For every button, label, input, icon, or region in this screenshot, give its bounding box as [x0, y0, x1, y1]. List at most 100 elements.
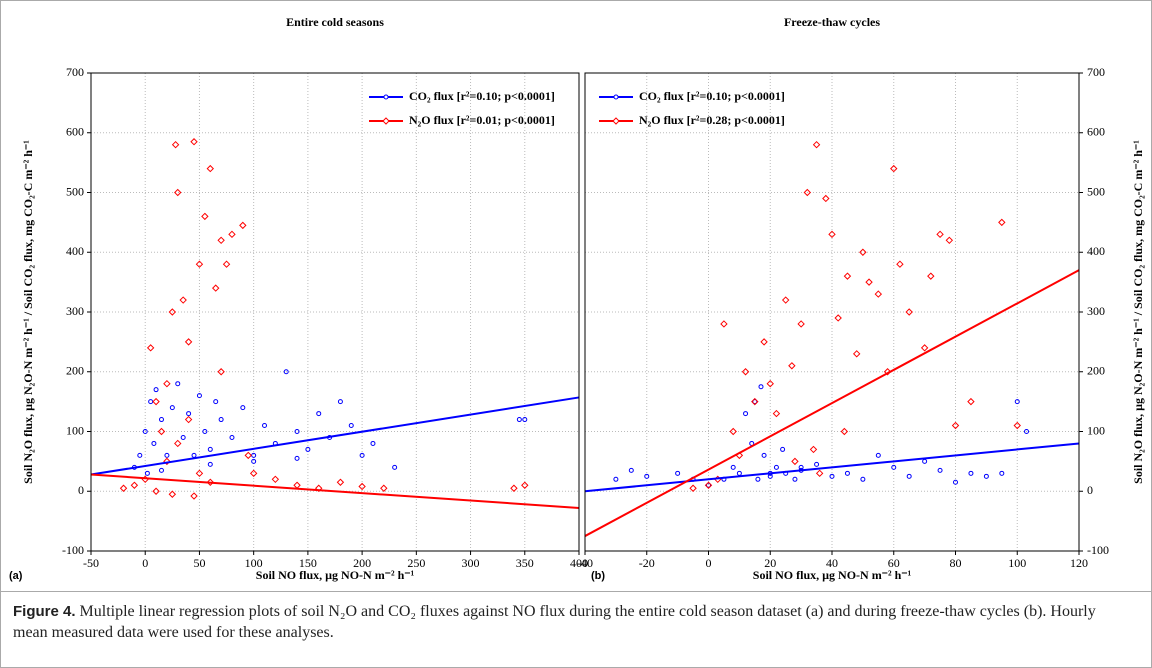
y-tick-label: -100 [62, 543, 84, 557]
point [283, 369, 289, 375]
point [814, 461, 820, 467]
point [251, 458, 257, 464]
y-tick-label: 300 [66, 304, 84, 318]
caption-label: Figure 4. [13, 603, 76, 620]
y-tick-label: 100 [1087, 423, 1105, 437]
point [148, 399, 154, 405]
point [983, 473, 989, 479]
x-tick-label: -50 [83, 556, 99, 570]
point [305, 446, 311, 452]
x-tick-label: 100 [1008, 556, 1026, 570]
point [840, 427, 849, 436]
point [704, 481, 713, 489]
point [190, 138, 198, 146]
y-tick-label: 500 [1087, 184, 1105, 198]
point [758, 384, 764, 390]
x-tick-label: 300 [462, 556, 480, 570]
point [348, 423, 354, 429]
point [628, 467, 634, 473]
legend-label: CO₂ flux [r²=0.10; p<0.0001] [639, 89, 785, 103]
point [743, 411, 749, 417]
point [152, 487, 160, 495]
regression-line [90, 473, 580, 509]
point [760, 338, 768, 346]
x-axis-label: Soil NO flux, µg NO-N m⁻² h⁻¹ [753, 568, 912, 582]
point [720, 320, 728, 328]
point [359, 452, 365, 458]
point [222, 260, 231, 268]
point [809, 445, 818, 454]
point [510, 484, 518, 492]
caption-text: Multiple linear regression plots of soil… [13, 603, 1096, 641]
point [315, 484, 323, 492]
point [689, 484, 697, 492]
point [152, 397, 160, 406]
point [146, 344, 155, 352]
point [828, 230, 836, 239]
y-tick-label: 600 [1087, 125, 1105, 139]
point [859, 248, 867, 256]
point [896, 260, 904, 268]
y-axis-label: Soil N₂O flux, µg N₂O-N m⁻² h⁻¹ / Soil C… [1131, 140, 1145, 484]
legend-marker [612, 117, 620, 125]
point [968, 470, 974, 476]
point [151, 440, 157, 446]
point [336, 478, 345, 486]
chart-title: Entire cold seasons [286, 15, 384, 29]
point [184, 415, 193, 424]
point [169, 405, 175, 411]
point [207, 446, 213, 452]
point [186, 411, 192, 417]
point [1024, 429, 1030, 434]
y-axis-label: Soil N₂O flux, µg N₂O-N m⁻² h⁻¹ / Soil C… [21, 140, 35, 484]
point [202, 429, 208, 434]
legend-marker [382, 117, 390, 125]
point [196, 393, 202, 399]
point [852, 350, 861, 358]
point [380, 484, 388, 492]
point [844, 470, 850, 476]
y-tick-label: 700 [66, 65, 84, 79]
point [240, 405, 246, 411]
point [613, 476, 619, 482]
point [217, 368, 225, 376]
point [217, 236, 225, 245]
plot-frame [90, 72, 580, 552]
point [791, 457, 799, 466]
point [174, 188, 182, 197]
regression-line [90, 396, 580, 476]
point [521, 481, 529, 489]
point [755, 476, 761, 482]
point [184, 338, 193, 346]
point [262, 423, 268, 429]
point [920, 344, 929, 352]
point [157, 427, 166, 436]
regression-line [584, 269, 1080, 537]
point [937, 467, 943, 473]
x-axis-label: Soil NO flux, µg NO-N m⁻² h⁻¹ [256, 568, 415, 582]
point [865, 278, 873, 286]
point [271, 475, 280, 484]
point [180, 434, 186, 440]
point [891, 464, 897, 470]
point [780, 446, 786, 452]
point [761, 452, 767, 458]
x-tick-label: 400 [570, 556, 588, 570]
point [239, 221, 247, 230]
point [906, 473, 912, 479]
caption: Figure 4. Multiple linear regression plo… [13, 601, 1133, 643]
point [999, 470, 1005, 476]
y-tick-label: 300 [1087, 304, 1105, 318]
point [228, 230, 236, 239]
point [953, 479, 958, 485]
y-tick-label: 400 [1087, 244, 1105, 258]
point [195, 469, 204, 478]
point [860, 476, 866, 482]
point [752, 399, 758, 405]
point [207, 461, 213, 467]
point [815, 469, 824, 478]
x-tick-label: 80 [950, 556, 962, 570]
point [516, 417, 522, 423]
